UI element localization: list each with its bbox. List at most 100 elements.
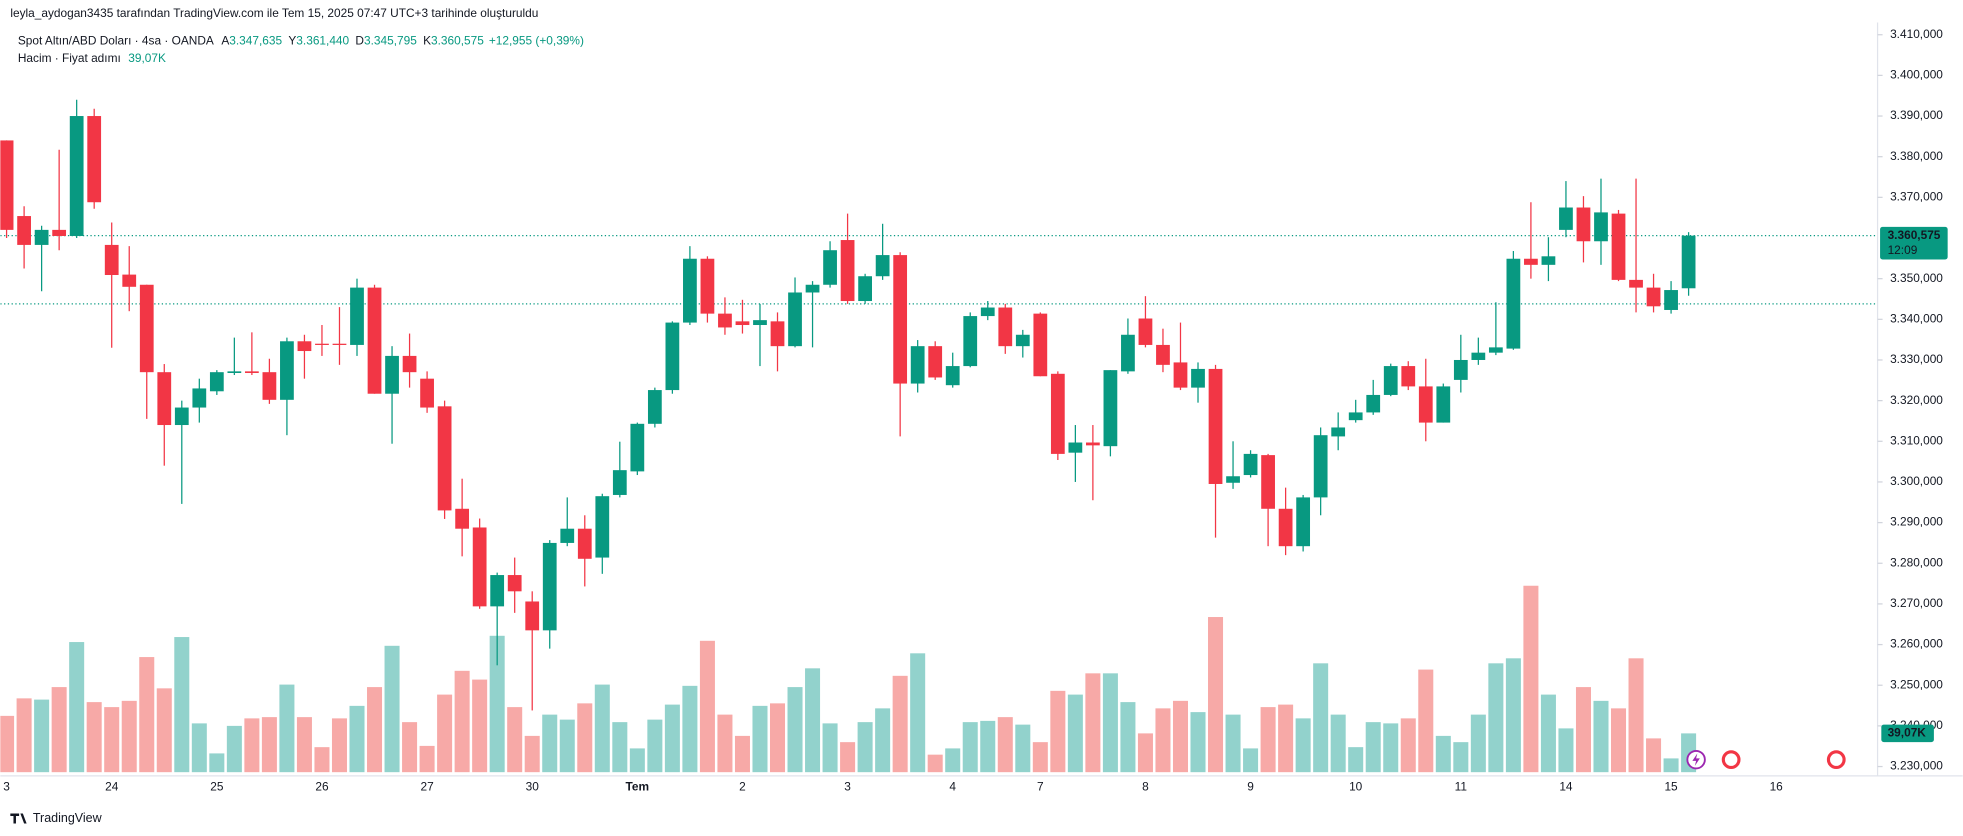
- candle-body: [612, 470, 627, 495]
- volume-bar: [1575, 687, 1591, 773]
- legend-title: Spot Altın/ABD Doları · 4sa · OANDA: [18, 33, 214, 47]
- volume-bar: [384, 645, 400, 773]
- y-tick-label: 3.340,000: [1890, 311, 1943, 325]
- candle-body: [87, 116, 102, 203]
- candle-body: [1401, 366, 1416, 387]
- candle-body: [437, 406, 452, 511]
- volume-bar: [857, 722, 873, 773]
- y-tick-label: 3.390,000: [1890, 108, 1943, 122]
- volume-bar: [244, 718, 260, 773]
- candle-body: [542, 542, 557, 631]
- volume-bar: [962, 722, 978, 773]
- legend: Spot Altın/ABD Doları · 4sa · OANDA A3.34…: [18, 33, 584, 47]
- volume-bar: [51, 687, 67, 773]
- volume-legend: Hacim · Fiyat adımı 39,07K: [18, 51, 166, 65]
- candle-body: [1559, 207, 1573, 230]
- volume-bar: [752, 705, 768, 773]
- candle-body: [280, 341, 294, 400]
- candle-body: [402, 355, 417, 373]
- volume-bar: [1208, 617, 1224, 773]
- volume-bar: [945, 748, 961, 773]
- volume-bar: [1085, 673, 1101, 773]
- x-tick-label: 3: [844, 779, 851, 793]
- volume-bar: [822, 723, 838, 773]
- x-tick-label: 3: [3, 779, 10, 793]
- volume-bar: [805, 668, 821, 773]
- x-tick-label: 7: [1037, 779, 1044, 793]
- candle-body: [227, 371, 242, 373]
- candle-body: [945, 366, 960, 386]
- volume-bar: [629, 748, 645, 773]
- volume-bar: [454, 670, 470, 773]
- candle-body: [858, 276, 872, 302]
- y-tick-label: 3.350,000: [1890, 271, 1943, 285]
- volume-bar: [349, 705, 365, 773]
- candle-body: [1418, 386, 1433, 423]
- x-tick-label: 9: [1247, 779, 1254, 793]
- volume-bar: [419, 745, 435, 773]
- candle-body: [1015, 334, 1030, 347]
- volume-bar: [1611, 708, 1627, 773]
- volume-bar: [1330, 714, 1346, 773]
- candle-body: [455, 508, 470, 529]
- candle-body: [1103, 370, 1118, 447]
- candle-body: [753, 320, 767, 326]
- candle-body: [1506, 258, 1521, 349]
- volume-bar: [1383, 723, 1399, 773]
- volume-bar: [1540, 694, 1556, 773]
- candle-body: [315, 343, 329, 345]
- y-tick-label: 3.380,000: [1890, 149, 1943, 163]
- last-price-box: [1880, 226, 1948, 260]
- y-tick-label: 3.310,000: [1890, 433, 1943, 447]
- volume-bar: [156, 688, 172, 773]
- candle-body: [1138, 318, 1153, 345]
- event-icon-inner: [1830, 753, 1843, 766]
- volume-title: Hacim · Fiyat adımı: [18, 51, 121, 65]
- candle-body: [1121, 334, 1135, 372]
- volume-label-box: [1881, 724, 1934, 743]
- volume-bar: [16, 698, 32, 773]
- volume-bar: [647, 719, 663, 773]
- legend-key: D: [355, 33, 364, 47]
- candle-body: [980, 307, 995, 317]
- candle-body: [1383, 366, 1398, 395]
- candle-body: [770, 321, 785, 347]
- axes: 3.410,000 3.400,000 3.390,000 3.380,000 3.37…: [3, 27, 1948, 793]
- candle-body: [1541, 256, 1556, 265]
- header: leyla_aydogan3435 tarafından TradingView…: [10, 6, 538, 20]
- candle-body: [472, 527, 487, 607]
- volume-bar: [1155, 708, 1171, 773]
- volume-bar: [402, 722, 418, 773]
- y-tick-label: 3.400,000: [1890, 68, 1943, 82]
- event-icon-glyph: [1692, 753, 1700, 766]
- volume-bar: [1243, 748, 1259, 773]
- volume-bar: [296, 717, 312, 773]
- volume-bar: [997, 717, 1013, 773]
- volume-bar: [664, 704, 680, 773]
- volume-bar: [1470, 714, 1486, 773]
- candle-body: [1331, 427, 1346, 437]
- candle-body: [420, 378, 434, 408]
- candle-body: [910, 346, 925, 384]
- volume-bar: [209, 753, 225, 773]
- candle-body: [875, 255, 890, 277]
- candle-body: [1348, 412, 1363, 421]
- volume-bar: [1120, 702, 1136, 773]
- y-tick-label: 3.260,000: [1890, 637, 1943, 651]
- candle-body: [788, 292, 802, 347]
- candle-body: [1243, 453, 1258, 476]
- volume-bar: [279, 684, 295, 773]
- candle-body: [174, 407, 189, 426]
- volume-bar: [0, 715, 15, 773]
- y-tick-label: 3.280,000: [1890, 555, 1943, 569]
- candle-body: [1453, 359, 1468, 380]
- volume-bar: [787, 687, 803, 773]
- candle-body: [893, 255, 908, 384]
- volume-bar: [437, 694, 453, 773]
- volume-bar: [1278, 704, 1294, 773]
- candle-body: [630, 423, 645, 472]
- volume-bar: [1505, 658, 1521, 773]
- candle-body: [840, 240, 855, 302]
